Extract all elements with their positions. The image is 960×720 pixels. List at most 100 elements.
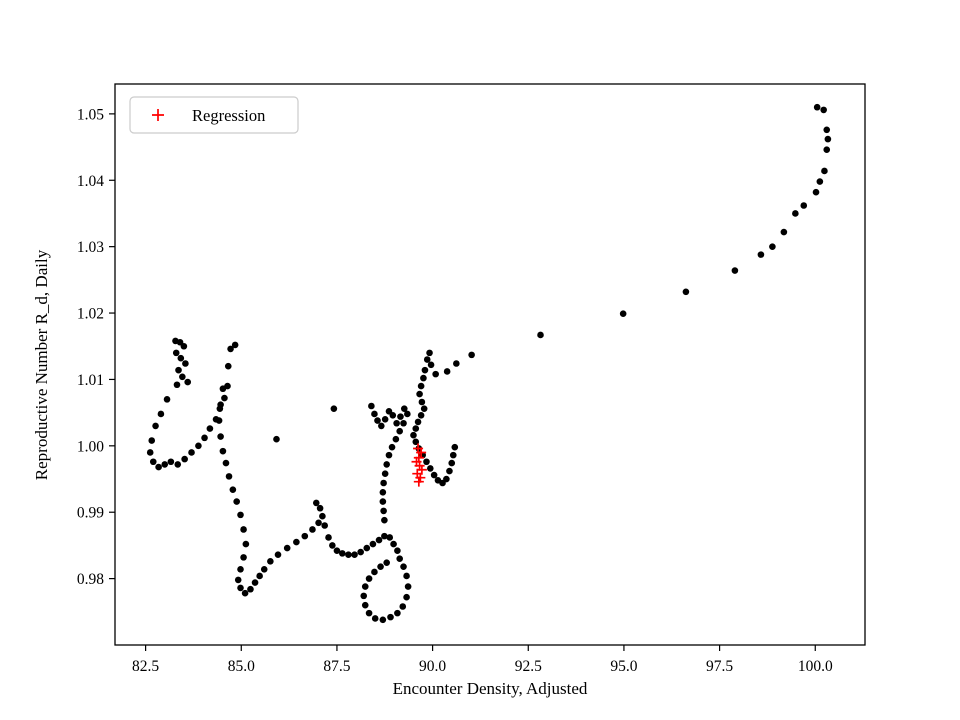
scatter-point (430, 471, 438, 479)
scatter-point (222, 459, 230, 467)
legend: Regression (129, 96, 299, 134)
scatter-point (174, 461, 182, 468)
scatter-point (396, 555, 403, 562)
scatter-point (404, 583, 412, 590)
scatter-point (184, 378, 192, 386)
scatter-point (387, 613, 394, 621)
scatter-point (381, 532, 388, 540)
scatter-point (215, 417, 223, 424)
scatter-point (316, 504, 324, 512)
x-tick-label: 90.0 (419, 658, 446, 675)
scatter-point (378, 422, 385, 430)
scatter-point (381, 516, 388, 524)
scatter-point (423, 458, 430, 466)
legend-box (129, 96, 299, 134)
scatter-point (175, 366, 182, 374)
scatter-point (417, 382, 425, 390)
scatter-point (180, 342, 188, 350)
scatter-point (451, 443, 459, 451)
scatter-point (274, 551, 282, 559)
x-tick-label: 87.5 (323, 658, 350, 675)
scatter-point (792, 210, 799, 217)
scatter-point (682, 288, 690, 296)
scatter-point (219, 447, 227, 455)
scatter-point (312, 499, 320, 507)
scatter-point (179, 373, 186, 381)
scatter-point (769, 243, 776, 250)
scatter-point (388, 443, 396, 451)
plot-area-border (114, 83, 866, 646)
scatter-point (163, 396, 171, 403)
scatter-point (315, 519, 322, 527)
plot-series (146, 103, 832, 624)
scatter-point (273, 435, 280, 443)
scatter-point (410, 431, 417, 439)
scatter-point (446, 467, 453, 475)
scatter-point (329, 542, 336, 549)
scatter-point (241, 589, 249, 597)
scatter-point (374, 417, 381, 424)
scatter-point (392, 435, 400, 443)
scatter-point (443, 368, 451, 375)
scatter-point (757, 251, 765, 258)
scatter-point (432, 370, 439, 378)
scatter-point (403, 593, 410, 601)
scatter-point (333, 547, 341, 555)
scatter-point (172, 349, 180, 357)
y-tick-label: 1.01 (77, 372, 104, 389)
scatter-point (363, 544, 371, 552)
scatter-point (414, 418, 422, 426)
scatter-point (237, 566, 244, 573)
scatter-point (330, 405, 338, 412)
scatter-point (360, 592, 368, 600)
x-tick-label: 100.0 (798, 658, 833, 675)
scatter-point (380, 479, 387, 487)
scatter-point (321, 522, 328, 529)
y-tick-label: 1.03 (77, 239, 104, 256)
scatter-point (393, 419, 400, 427)
scatter-point (394, 547, 401, 555)
scatter-point (206, 425, 214, 432)
scatter-point (231, 341, 239, 349)
y-tick-label: 1.00 (77, 438, 104, 455)
scatter-point (227, 345, 234, 353)
scatter-point (233, 498, 240, 505)
scatter-point (229, 486, 237, 493)
scatter-point (396, 427, 403, 435)
scatter-point (240, 554, 247, 561)
y-tick-label: 0.98 (77, 571, 104, 588)
scatter-point (267, 558, 274, 565)
y-tick-label: 1.02 (77, 306, 104, 323)
scatter-point (369, 540, 377, 548)
scatter-point (468, 351, 475, 359)
scatter-point (381, 415, 389, 423)
scatter-point (800, 202, 808, 209)
scatter-point (619, 310, 627, 318)
x-axis-label: Encounter Density, Adjusted (393, 679, 588, 698)
scatter-point (309, 526, 316, 533)
scatter-point (448, 459, 456, 467)
scatter-point (371, 615, 379, 622)
x-tick-label: 85.0 (228, 658, 255, 675)
scatter-point (217, 433, 224, 440)
x-tick-label: 95.0 (610, 658, 637, 675)
scatter-point (427, 361, 435, 369)
scatter-point (824, 135, 832, 143)
scatter-point (400, 419, 407, 427)
scatter-point (383, 559, 390, 566)
scatter-point (345, 551, 352, 559)
scatter-point (823, 126, 831, 134)
scatter-point (380, 507, 387, 515)
scatter-point (365, 575, 373, 582)
scatter-point (397, 413, 404, 420)
regression-series (411, 443, 427, 487)
scatter-point (361, 583, 369, 590)
scatter-point (188, 449, 195, 456)
scatter-point (385, 451, 393, 459)
scatter-point (426, 349, 433, 357)
scatter-point (780, 228, 788, 236)
scatter-point (377, 563, 384, 570)
scatter-point (181, 455, 188, 463)
scatter-point (423, 356, 431, 363)
scatter-point (420, 405, 428, 412)
